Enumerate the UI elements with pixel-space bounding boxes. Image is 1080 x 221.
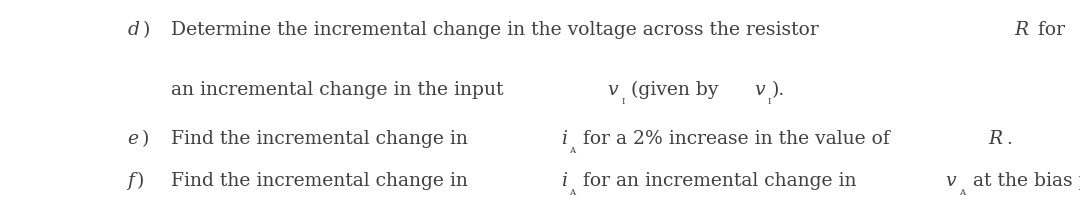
Text: ᴬ: ᴬ bbox=[959, 189, 966, 203]
Text: Find the incremental change in: Find the incremental change in bbox=[171, 172, 473, 190]
Text: i: i bbox=[562, 172, 567, 190]
Text: ᴵ: ᴵ bbox=[768, 98, 771, 112]
Text: ).: ). bbox=[772, 81, 785, 99]
Text: d: d bbox=[127, 21, 139, 39]
Text: ): ) bbox=[143, 21, 150, 39]
Text: Find the incremental change in: Find the incremental change in bbox=[171, 130, 473, 148]
Text: e: e bbox=[127, 130, 138, 148]
Text: ᴬ: ᴬ bbox=[569, 147, 576, 161]
Text: an incremental change in the input: an incremental change in the input bbox=[171, 81, 509, 99]
Text: v: v bbox=[754, 81, 765, 99]
Text: i: i bbox=[562, 130, 567, 148]
Text: for a 2% increase in the value of: for a 2% increase in the value of bbox=[577, 130, 895, 148]
Text: .: . bbox=[1007, 130, 1012, 148]
Text: v: v bbox=[945, 172, 956, 190]
Text: ᴬ: ᴬ bbox=[569, 189, 576, 203]
Text: Determine the incremental change in the voltage across the resistor: Determine the incremental change in the … bbox=[171, 21, 824, 39]
Text: R: R bbox=[1014, 21, 1028, 39]
Text: ): ) bbox=[141, 130, 149, 148]
Text: v: v bbox=[607, 81, 618, 99]
Text: at the bias point: at the bias point bbox=[967, 172, 1080, 190]
Text: ᴵ: ᴵ bbox=[621, 98, 624, 112]
Text: for an incremental change in: for an incremental change in bbox=[577, 172, 863, 190]
Text: ): ) bbox=[136, 172, 144, 190]
Text: f: f bbox=[127, 172, 134, 190]
Text: R: R bbox=[988, 130, 1002, 148]
Text: (given by: (given by bbox=[625, 81, 725, 99]
Text: for: for bbox=[1032, 21, 1065, 39]
